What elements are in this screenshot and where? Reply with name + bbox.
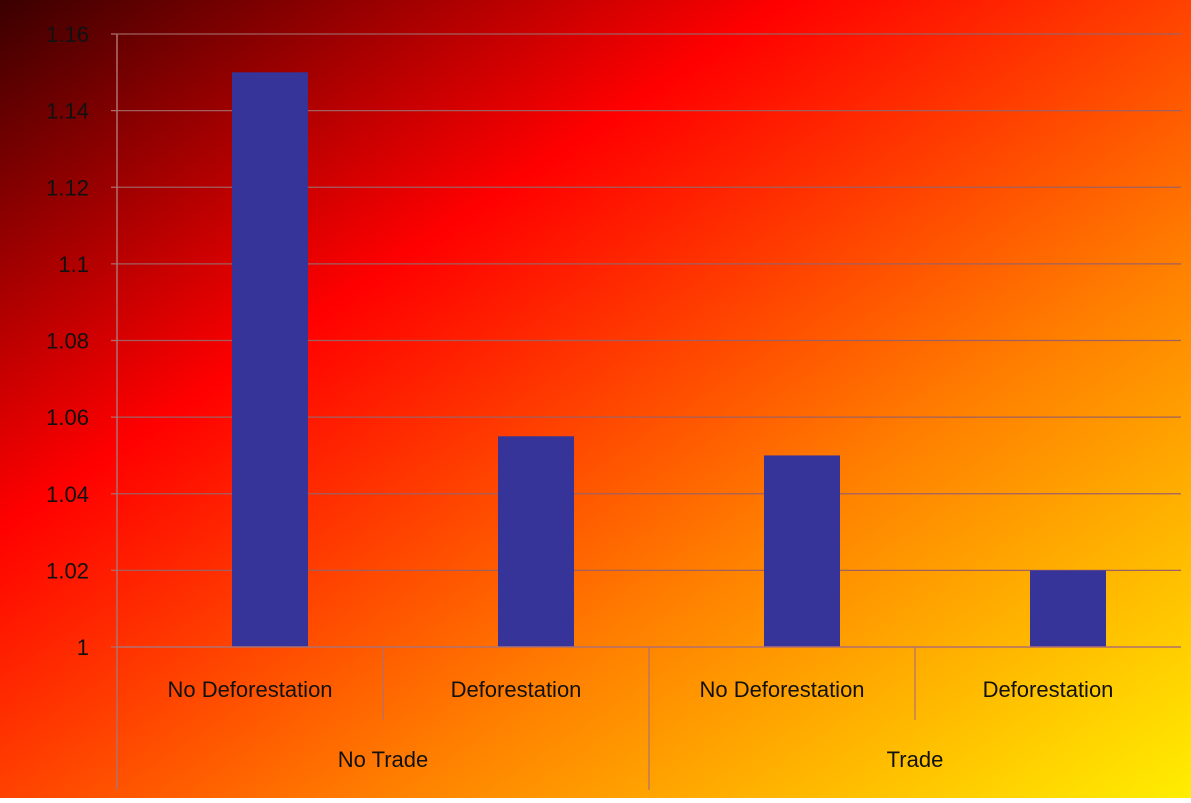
y-tick-label: 1.12 (46, 175, 89, 200)
axes (116, 34, 1181, 790)
y-tick-label: 1.16 (46, 22, 89, 47)
y-tick-label: 1.14 (46, 99, 89, 124)
bar (764, 455, 840, 647)
x-category-label: No Deforestation (699, 677, 864, 702)
bar (232, 72, 308, 647)
bar (1030, 570, 1106, 647)
x-group-label: Trade (887, 747, 944, 772)
y-tick-label: 1.08 (46, 329, 89, 354)
bar (498, 436, 574, 647)
x-axis-category-labels: No Deforestation Deforestation No Deforest… (167, 677, 1113, 772)
x-category-label: Deforestation (983, 677, 1114, 702)
bars (232, 72, 1106, 647)
y-tick-label: 1.06 (46, 405, 89, 430)
y-tick-label: 1.04 (46, 482, 89, 507)
y-tick-label: 1.02 (46, 558, 89, 583)
y-tick-label: 1 (77, 635, 89, 660)
y-tick-label: 1.1 (58, 252, 89, 277)
x-category-label: No Deforestation (167, 677, 332, 702)
x-group-label: No Trade (338, 747, 429, 772)
y-axis-tick-labels: 1 1.02 1.04 1.06 1.08 1.1 1.12 1.14 1.16 (46, 22, 89, 660)
x-category-label: Deforestation (451, 677, 582, 702)
